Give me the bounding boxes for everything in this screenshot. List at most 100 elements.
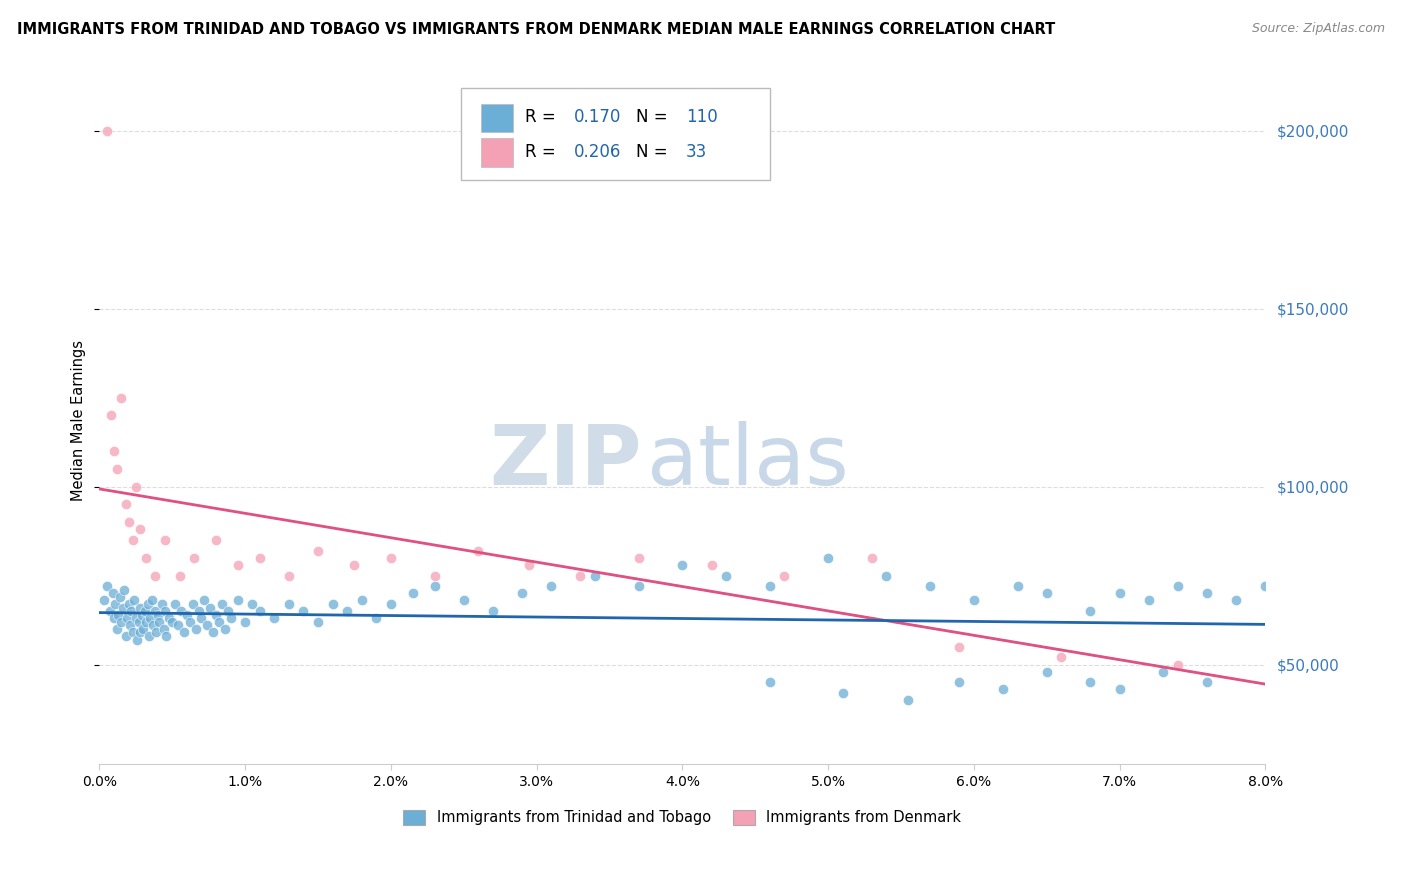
- Point: [208, 615, 231, 629]
- Point: [125, 480, 148, 494]
- Point: [1137, 593, 1160, 607]
- Point: [169, 568, 191, 582]
- Legend: Immigrants from Trinidad and Tobago, Immigrants from Denmark: Immigrants from Trinidad and Tobago, Imm…: [396, 803, 969, 832]
- Point: [138, 629, 160, 643]
- FancyBboxPatch shape: [461, 87, 770, 180]
- Point: [1254, 579, 1277, 593]
- Point: [423, 579, 446, 593]
- Point: [108, 590, 131, 604]
- Point: [759, 675, 782, 690]
- Point: [205, 533, 228, 547]
- Point: [1035, 665, 1057, 679]
- Point: [292, 604, 315, 618]
- Point: [105, 462, 128, 476]
- Point: [117, 515, 139, 529]
- Point: [150, 597, 173, 611]
- Point: [127, 632, 149, 647]
- Point: [104, 597, 127, 611]
- Point: [380, 550, 402, 565]
- Point: [860, 550, 883, 565]
- Point: [226, 558, 249, 572]
- Point: [105, 622, 128, 636]
- Point: [110, 391, 132, 405]
- Point: [132, 622, 155, 636]
- Point: [366, 611, 388, 625]
- Point: [124, 593, 146, 607]
- Point: [114, 629, 136, 643]
- Point: [1195, 675, 1218, 690]
- Point: [519, 558, 541, 572]
- Point: [948, 675, 970, 690]
- Point: [101, 586, 124, 600]
- Point: [1195, 586, 1218, 600]
- Point: [117, 597, 139, 611]
- Point: [190, 611, 212, 625]
- Point: [1035, 586, 1057, 600]
- Point: [759, 579, 782, 593]
- Point: [153, 604, 176, 618]
- Point: [627, 550, 650, 565]
- Point: [467, 543, 489, 558]
- Point: [129, 600, 152, 615]
- Text: atlas: atlas: [647, 422, 849, 502]
- Point: [146, 607, 169, 622]
- Point: [122, 533, 145, 547]
- Point: [122, 625, 145, 640]
- Point: [96, 579, 118, 593]
- Point: [1080, 604, 1102, 618]
- Point: [219, 611, 242, 625]
- Point: [1167, 579, 1189, 593]
- Point: [129, 625, 152, 640]
- Point: [135, 615, 157, 629]
- Point: [184, 622, 207, 636]
- Point: [136, 597, 159, 611]
- Point: [134, 604, 156, 618]
- Point: [96, 124, 118, 138]
- Point: [143, 604, 166, 618]
- Point: [380, 597, 402, 611]
- Point: [510, 586, 533, 600]
- Point: [181, 597, 204, 611]
- Point: [110, 615, 132, 629]
- Point: [98, 604, 121, 618]
- Point: [135, 550, 157, 565]
- Point: [402, 586, 425, 600]
- Point: [193, 593, 215, 607]
- Point: [277, 568, 299, 582]
- Point: [817, 550, 839, 565]
- Point: [125, 611, 148, 625]
- Point: [118, 618, 141, 632]
- Text: R =: R =: [524, 108, 561, 127]
- Point: [831, 686, 853, 700]
- Point: [920, 579, 942, 593]
- Point: [226, 593, 249, 607]
- Point: [176, 607, 198, 622]
- Point: [1167, 657, 1189, 672]
- Point: [131, 607, 153, 622]
- Point: [1108, 586, 1130, 600]
- Point: [93, 593, 115, 607]
- Point: [217, 604, 239, 618]
- Bar: [481, 103, 513, 132]
- Point: [773, 568, 796, 582]
- Point: [142, 618, 165, 632]
- Text: N =: N =: [636, 108, 672, 127]
- Point: [115, 611, 138, 625]
- Point: [482, 604, 505, 618]
- Point: [307, 543, 329, 558]
- Point: [202, 625, 225, 640]
- Point: [157, 611, 180, 625]
- Point: [112, 582, 135, 597]
- Point: [128, 615, 150, 629]
- Point: [249, 550, 271, 565]
- Point: [170, 604, 193, 618]
- Point: [129, 522, 152, 536]
- Point: [569, 568, 592, 582]
- Text: ZIP: ZIP: [489, 422, 641, 502]
- Text: Source: ZipAtlas.com: Source: ZipAtlas.com: [1251, 22, 1385, 36]
- Point: [195, 618, 218, 632]
- Bar: [481, 138, 513, 167]
- Point: [963, 593, 986, 607]
- Point: [111, 600, 134, 615]
- Point: [423, 568, 446, 582]
